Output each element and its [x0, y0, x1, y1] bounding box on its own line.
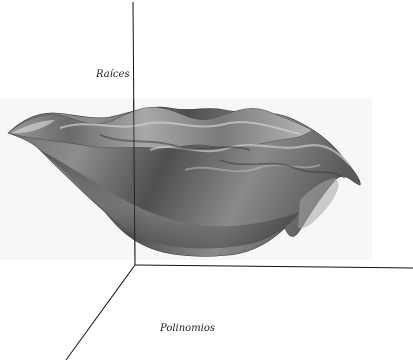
vertical-axis-label: Raíces: [95, 69, 130, 80]
depth-axis: [65, 264, 136, 361]
surface-ripple-dark-2: [219, 159, 346, 179]
surface-ripple-3: [184, 164, 321, 173]
surface-right-fold: [298, 178, 339, 229]
surface-left-highlight: [12, 120, 55, 134]
surface-top-rim: [7, 106, 313, 149]
surface-bowl-shading: [40, 150, 300, 249]
surface-ripple-dark-1: [99, 134, 251, 151]
surface-ripple-1: [59, 121, 301, 135]
depth-axis-label: Polinomios: [159, 323, 215, 334]
vertical-axis-front: [133, 99, 136, 266]
horizontal-axis: [134, 264, 413, 269]
